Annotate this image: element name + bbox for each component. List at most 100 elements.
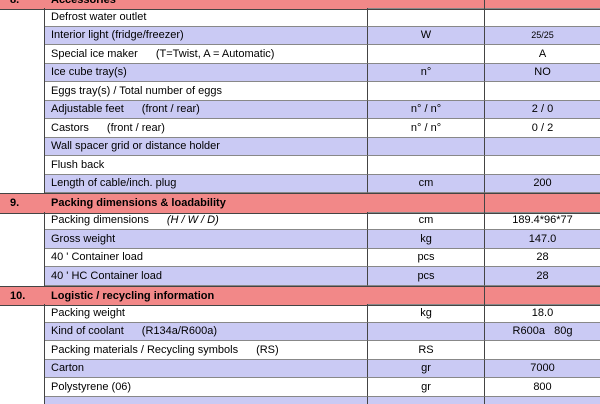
spec-row: Castors (front / rear) n° / n° 0 / 2 xyxy=(0,119,600,138)
row-note: (T=Twist, A = Automatic) xyxy=(155,47,275,60)
number-cell xyxy=(0,322,45,341)
row-unit: gr xyxy=(421,362,431,375)
unit-cell: W xyxy=(368,26,485,45)
value-cell: A xyxy=(485,45,600,64)
number-cell xyxy=(0,267,45,286)
row-label: Packing materials / Recycling symbols xyxy=(51,343,239,356)
label-cell: Packing dimensions & loadability xyxy=(45,194,368,213)
spec-row: 40 ' HC Container load pcs 28 xyxy=(0,267,600,286)
row-value: 18.0 xyxy=(531,306,554,319)
unit-cell: pcs xyxy=(368,248,485,267)
number-cell xyxy=(0,174,45,193)
unit-cell: cm xyxy=(368,211,485,230)
label-cell: Flush back xyxy=(45,156,368,175)
unit-cell: cm xyxy=(368,174,485,193)
spec-row: Special ice maker (T=Twist, A = Automatic… xyxy=(0,45,600,64)
spec-row: Adjustable feet (front / rear) n° / n° 2 / … xyxy=(0,100,600,119)
label-cell: Length of cable/inch. plug xyxy=(45,174,368,193)
spec-row: Length of cable/inch. plug cm 200 xyxy=(0,174,600,193)
number-cell xyxy=(0,100,45,119)
row-value: 147.0 xyxy=(528,232,557,245)
row-label: Ice cube tray(s) xyxy=(51,66,127,79)
label-cell: Accessories xyxy=(45,0,368,9)
spec-row: Flush back xyxy=(0,156,600,175)
row-unit: kg xyxy=(420,306,432,319)
spec-row: Ice cube tray(s) n° NO xyxy=(0,63,600,82)
spec-row: Kind of coolant (R134a/R600a) R600a 80g xyxy=(0,322,600,341)
row-label: Flush back xyxy=(51,158,105,171)
row-label: Eggs tray(s) / Total number of eggs xyxy=(51,84,222,97)
spec-row: Wall spacer grid or distance holder xyxy=(0,137,600,156)
row-label: Special ice maker xyxy=(51,47,138,60)
label-cell: Ice cube tray(s) xyxy=(45,63,368,82)
row-label: Defrost water outlet xyxy=(51,10,147,23)
section-number: 8. xyxy=(10,0,19,6)
section-title: Packing dimensions & loadability xyxy=(51,197,226,210)
row-value: 200 xyxy=(533,177,552,190)
value-cell xyxy=(485,8,600,27)
unit-cell xyxy=(368,322,485,341)
unit-cell: n° / n° xyxy=(368,119,485,138)
unit-cell: n° / n° xyxy=(368,100,485,119)
value-cell xyxy=(485,341,600,360)
section-header: 9. Packing dimensions & loadability xyxy=(0,193,600,214)
value-cell: 189.4*96*77 xyxy=(485,212,600,230)
unit-cell: n° xyxy=(368,63,485,82)
unit-cell: gr xyxy=(368,359,485,378)
row-value: 0 / 2 xyxy=(531,121,554,134)
number-cell xyxy=(0,378,45,397)
value-cell: NO xyxy=(485,63,600,82)
row-unit: cm xyxy=(418,214,434,227)
row-label: Wall spacer grid or distance holder xyxy=(51,140,220,153)
label-cell: 40 ' HC Container load xyxy=(45,267,368,286)
row-note: (H / W / D) xyxy=(166,214,219,227)
unit-cell xyxy=(368,45,485,64)
value-cell xyxy=(485,137,600,156)
value-cell: 28 xyxy=(485,249,600,267)
label-cell: Defrost water outlet xyxy=(45,8,368,27)
value-cell: R600a 80g xyxy=(485,322,600,341)
spec-row: Packing materials / Recycling symbols (RS… xyxy=(0,341,600,360)
label-cell: Kind of coolant (R134a/R600a) xyxy=(45,322,368,341)
row-label: 40 ' HC Container load xyxy=(51,269,162,282)
value-cell: 7000 xyxy=(485,359,600,378)
number-cell xyxy=(0,119,45,138)
row-label: Packing weight xyxy=(51,306,125,319)
unit-cell xyxy=(368,0,485,9)
label-cell: Eggs tray(s) / Total number of eggs xyxy=(45,82,368,101)
number-cell xyxy=(0,304,45,323)
number-cell xyxy=(0,45,45,64)
row-label: Gross weight xyxy=(51,232,116,245)
row-label: Carton xyxy=(51,362,85,375)
row-note: (RS) xyxy=(256,343,279,356)
label-cell: Gross weight xyxy=(45,230,368,249)
label-cell: Polystyrene (06) xyxy=(45,378,368,397)
unit-cell: RS xyxy=(368,341,485,360)
number-cell xyxy=(0,359,45,378)
unit-cell xyxy=(368,156,485,175)
row-unit: pcs xyxy=(417,251,435,264)
label-cell: Carton xyxy=(45,359,368,378)
value-cell: 200 xyxy=(485,174,600,193)
value-cell xyxy=(485,156,600,175)
row-unit: RS xyxy=(418,343,434,356)
row-label: Adjustable feet xyxy=(51,103,124,116)
section-header: 10. Logistic / recycling information xyxy=(0,285,600,306)
label-cell: Logistic / recycling information xyxy=(45,287,368,306)
row-value: 2 / 0 xyxy=(531,103,554,116)
row-unit: n° / n° xyxy=(410,103,442,116)
row-value: 28 xyxy=(536,269,549,282)
spec-row: Carton gr 7000 xyxy=(0,359,600,378)
value-cell: 18.0 xyxy=(485,304,600,323)
spec-row: Packing dimensions (H / W / D) cm 189.4*96*… xyxy=(0,211,600,230)
row-value: 189.4*96*77 xyxy=(512,214,573,227)
spec-row: Interior light (fridge/freezer) W 25/25 xyxy=(0,26,600,45)
value-cell xyxy=(485,287,600,305)
section-header: 8. Accessories xyxy=(0,0,600,10)
unit-cell: kg xyxy=(368,230,485,249)
spec-row: Eggs tray(s) / Total number of eggs xyxy=(0,82,600,101)
row-label: 40 ' Container load xyxy=(51,251,143,264)
number-cell xyxy=(0,341,45,360)
value-cell: 0 / 2 xyxy=(485,119,600,138)
number-cell xyxy=(0,248,45,267)
